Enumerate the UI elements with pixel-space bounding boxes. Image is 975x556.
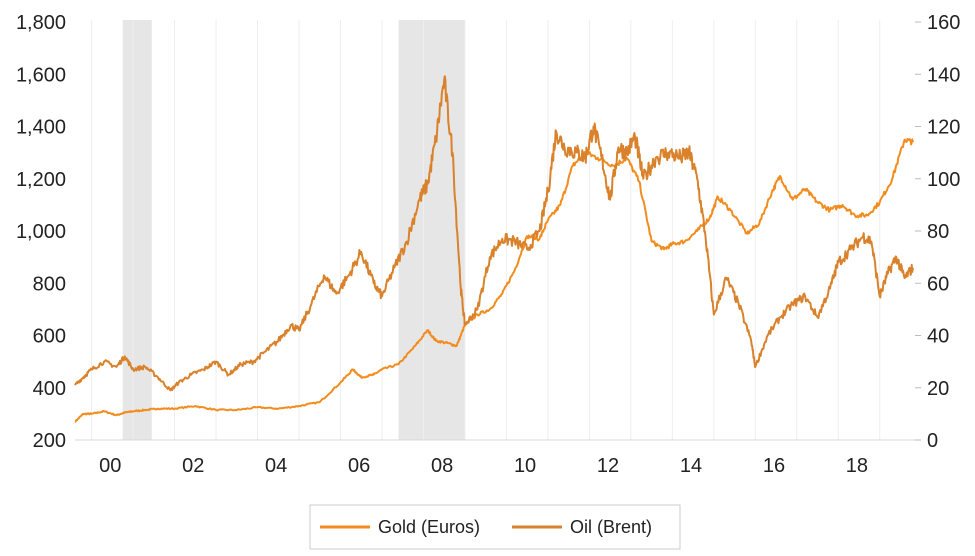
x-tick-label: 04 bbox=[265, 455, 287, 477]
left-tick-label: 1,800 bbox=[16, 12, 66, 34]
left-tick-label: 200 bbox=[33, 430, 66, 452]
series-lines bbox=[74, 75, 914, 423]
left-tick-label: 800 bbox=[33, 273, 66, 295]
left-tick-label: 600 bbox=[33, 326, 66, 348]
x-tick-label: 12 bbox=[597, 455, 619, 477]
gridlines bbox=[75, 20, 915, 441]
x-axis-ticks: 00 02 04 06 08 10 12 14 16 18 bbox=[99, 455, 868, 477]
x-tick-label: 10 bbox=[514, 455, 536, 477]
right-tick-label: 140 bbox=[927, 64, 960, 86]
right-tick-label: 120 bbox=[927, 117, 960, 139]
legend-label-oil: Oil (Brent) bbox=[570, 517, 652, 537]
left-tick-label: 1,600 bbox=[16, 64, 66, 86]
x-tick-label: 06 bbox=[348, 455, 370, 477]
series-line-0 bbox=[74, 137, 914, 423]
x-tick-label: 08 bbox=[431, 455, 453, 477]
x-tick-label: 16 bbox=[763, 455, 785, 477]
left-tick-label: 1,400 bbox=[16, 117, 66, 139]
right-tick-label: 40 bbox=[927, 326, 949, 348]
right-axis-ticks: 0 20 40 60 80 100 120 140 160 bbox=[915, 12, 960, 452]
legend: Gold (Euros) Oil (Brent) bbox=[309, 504, 681, 550]
right-tick-label: 0 bbox=[927, 430, 938, 452]
series-line-1 bbox=[74, 75, 914, 392]
legend-box bbox=[309, 504, 681, 550]
recession-shading bbox=[122, 20, 465, 440]
x-tick-label: 00 bbox=[99, 455, 121, 477]
right-tick-label: 160 bbox=[927, 12, 960, 34]
x-tick-label: 18 bbox=[846, 455, 868, 477]
legend-label-gold: Gold (Euros) bbox=[378, 517, 480, 537]
right-tick-label: 60 bbox=[927, 273, 949, 295]
right-tick-label: 100 bbox=[927, 169, 960, 191]
x-tick-label: 02 bbox=[182, 455, 204, 477]
recession-band-0 bbox=[122, 20, 152, 440]
left-tick-label: 1,200 bbox=[16, 169, 66, 191]
right-tick-label: 80 bbox=[927, 221, 949, 243]
x-tick-label: 14 bbox=[680, 455, 702, 477]
right-tick-label: 20 bbox=[927, 378, 949, 400]
left-tick-label: 400 bbox=[33, 378, 66, 400]
left-tick-label: 1,000 bbox=[16, 221, 66, 243]
left-axis-ticks: 200 400 600 800 1,000 1,200 1,400 1,600 1,800 bbox=[16, 12, 66, 452]
